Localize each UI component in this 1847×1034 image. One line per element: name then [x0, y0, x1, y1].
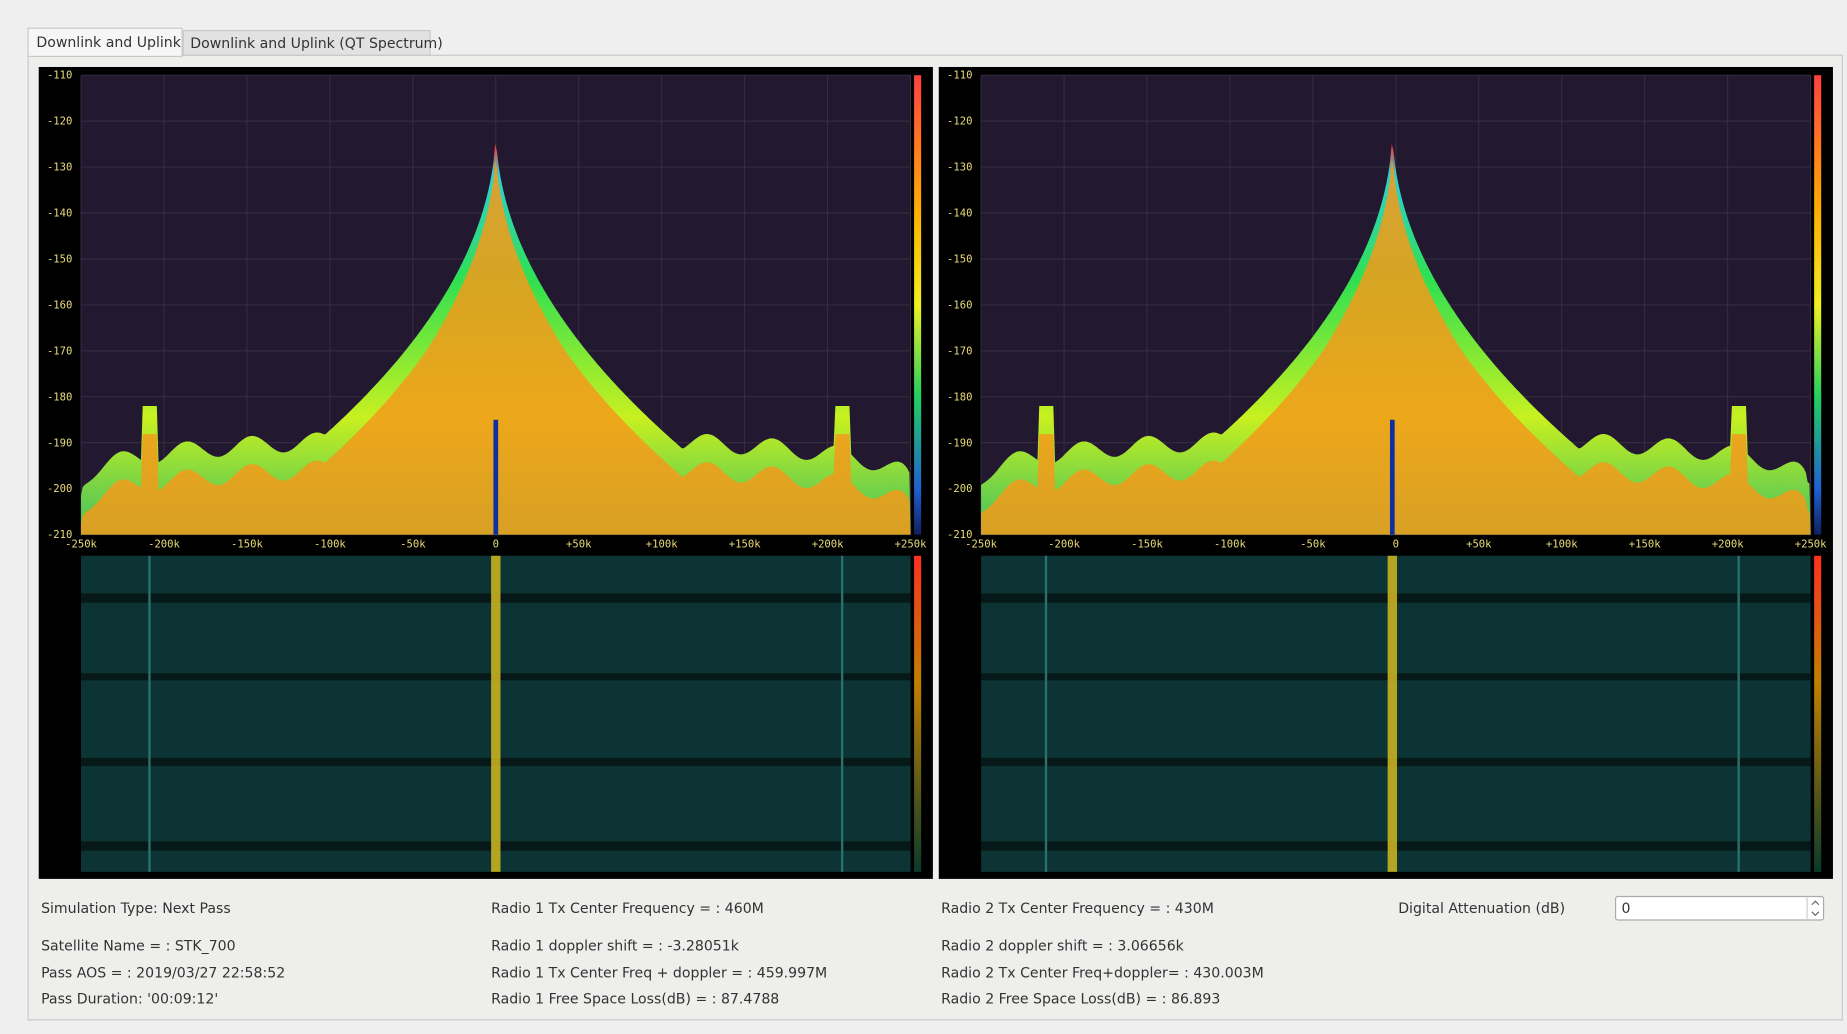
y-tick-label: -180 [47, 391, 72, 403]
info-label: Pass Duration: '00:09:12' [41, 991, 218, 1007]
y-tick-label: -120 [947, 116, 972, 128]
y-tick-label: -150 [947, 253, 972, 265]
attenuation-value[interactable]: 0 [1621, 901, 1630, 917]
waterfall-line [1737, 556, 1739, 872]
y-tick-label: -110 [47, 70, 72, 82]
x-tick-label: -50k [400, 539, 426, 551]
x-tick-label: +50k [566, 539, 592, 551]
attenuation-input[interactable] [1616, 897, 1824, 921]
spectrum-panel: -110 -120 -130 -140 -150 -160 -170 -180 -190 -200… [39, 67, 933, 879]
info-label: Radio 1 doppler shift = : -3.28051k [491, 939, 740, 955]
waterfall-colorbar [914, 556, 921, 872]
waterfall-line [841, 556, 843, 872]
x-tick-label: -150k [1131, 539, 1163, 551]
y-tick-label: -120 [47, 116, 72, 128]
waterfall-line [148, 556, 150, 872]
x-tick-label: 0 [493, 539, 499, 551]
y-tick-label: -140 [47, 208, 72, 220]
y-tick-label: -130 [947, 162, 972, 174]
x-tick-label: +150k [729, 539, 761, 551]
colorbar [914, 75, 921, 534]
x-tick-label: -250k [65, 539, 97, 551]
info-label: Radio 2 Free Space Loss(dB) = : 86.893 [941, 991, 1220, 1007]
x-tick-label: -50k [1300, 539, 1326, 551]
y-tick-label: -150 [47, 253, 72, 265]
x-tick-label: +250k [1795, 539, 1827, 551]
y-tick-label: -160 [47, 299, 72, 311]
waterfall-colorbar [1814, 556, 1821, 872]
x-tick-label: +250k [895, 539, 927, 551]
y-tick-label: -160 [947, 299, 972, 311]
x-tick-label: -200k [148, 539, 180, 551]
waterfall-carrier [491, 556, 500, 872]
spectrum-panel: -110 -120 -130 -140 -150 -160 -170 -180 -190 -200… [939, 67, 1833, 879]
info-label: Radio 1 Tx Center Freq + doppler = : 459… [491, 966, 827, 982]
x-tick-label: -100k [1214, 539, 1246, 551]
y-tick-label: -180 [947, 391, 972, 403]
center-notch [1390, 420, 1395, 535]
attenuation-label: Digital Attenuation (dB) [1398, 901, 1565, 917]
y-tick-label: -200 [47, 483, 72, 495]
x-tick-label: -100k [314, 539, 346, 551]
y-tick-label: -110 [947, 70, 972, 82]
y-tick-label: -130 [47, 162, 72, 174]
y-tick-label: -140 [947, 208, 972, 220]
x-tick-label: +50k [1466, 539, 1492, 551]
tab-label[interactable]: Downlink and Uplink [36, 35, 181, 51]
y-tick-label: -190 [947, 437, 972, 449]
y-tick-label: -190 [47, 437, 72, 449]
x-tick-label: +100k [1546, 539, 1578, 551]
waterfall-carrier [1388, 556, 1397, 872]
info-label: Simulation Type: Next Pass [41, 901, 231, 917]
info-label: Satellite Name = : STK_700 [41, 939, 236, 955]
x-tick-label: -250k [965, 539, 997, 551]
x-tick-label: 0 [1393, 539, 1399, 551]
info-label: Radio 1 Free Space Loss(dB) = : 87.4788 [491, 991, 779, 1007]
waterfall-line [1045, 556, 1047, 872]
x-tick-label: -150k [231, 539, 263, 551]
x-tick-label: -200k [1048, 539, 1080, 551]
center-notch [493, 420, 498, 535]
info-label: Radio 2 Tx Center Frequency = : 430M [941, 901, 1214, 917]
y-tick-label: -170 [47, 345, 72, 357]
x-tick-label: +100k [646, 539, 678, 551]
info-label: Radio 1 Tx Center Frequency = : 460M [491, 901, 764, 917]
tab-label[interactable]: Downlink and Uplink (QT Spectrum) [190, 36, 442, 52]
y-tick-label: -170 [947, 345, 972, 357]
colorbar [1814, 75, 1821, 534]
page: Downlink and Uplink Downlink and Uplink … [0, 0, 1847, 1034]
x-tick-label: +200k [812, 539, 844, 551]
x-tick-label: +150k [1629, 539, 1661, 551]
info-label: Radio 2 doppler shift = : 3.06656k [941, 939, 1185, 955]
screen: Downlink and Uplink Downlink and Uplink … [0, 0, 1847, 1034]
info-label: Pass AOS = : 2019/03/27 22:58:52 [41, 966, 285, 982]
y-tick-label: -200 [947, 483, 972, 495]
info-label: Radio 2 Tx Center Freq+doppler= : 430.00… [941, 966, 1264, 982]
x-tick-label: +200k [1712, 539, 1744, 551]
